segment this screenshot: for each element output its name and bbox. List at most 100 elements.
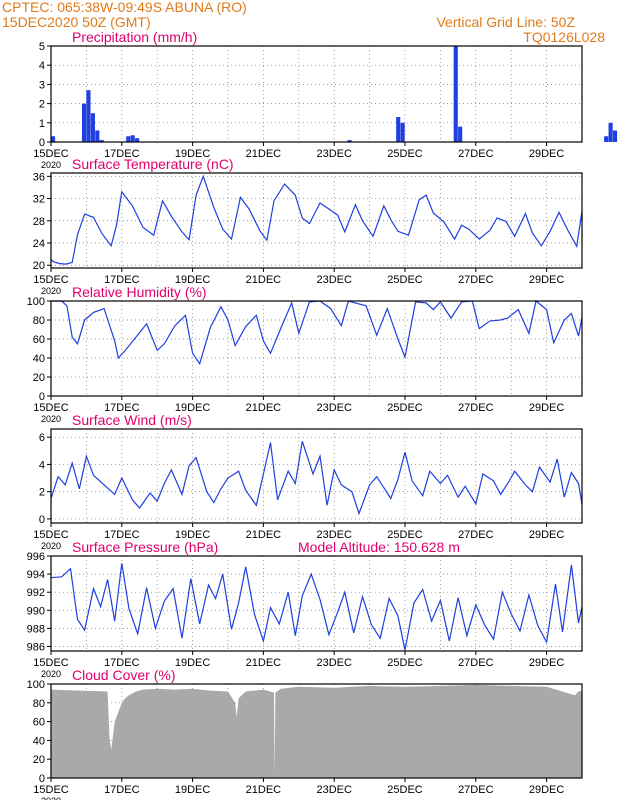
x-tick-label: 19DEC bbox=[175, 148, 211, 160]
year-label: 2020 bbox=[41, 414, 61, 424]
y-tick-label: 28 bbox=[33, 216, 45, 228]
x-tick-label: 21DEC bbox=[246, 402, 282, 414]
precip-bar bbox=[81, 103, 87, 142]
x-tick-label: 17DEC bbox=[104, 784, 140, 796]
y-tick-label: 2 bbox=[39, 487, 45, 499]
y-tick-label: 32 bbox=[33, 194, 45, 206]
x-tick-label: 19DEC bbox=[175, 529, 211, 541]
x-tick-label: 21DEC bbox=[246, 274, 282, 286]
plot-frame bbox=[50, 683, 583, 779]
x-tick-label: 27DEC bbox=[458, 402, 494, 414]
header: CPTEC: 065:38W-09:49S ABUNA (RO) 15DEC20… bbox=[2, 0, 605, 45]
x-tick-label: 25DEC bbox=[387, 402, 423, 414]
plot-frame bbox=[50, 300, 583, 397]
x-tick-label: 23DEC bbox=[316, 784, 352, 796]
panel-title: Surface Pressure (hPa) bbox=[72, 539, 218, 555]
precip-bar bbox=[458, 126, 463, 142]
panel-2: 20 24 28 32 36 15DEC 17DEC 19DEC 21DEC 23DEC 25DEC… bbox=[33, 156, 583, 296]
precip-bar bbox=[95, 130, 100, 142]
x-tick-label: 25DEC bbox=[387, 784, 423, 796]
x-tick-label: 27DEC bbox=[458, 657, 494, 669]
y-tick-label: 5 bbox=[39, 41, 45, 53]
y-tick-label: 24 bbox=[33, 238, 45, 250]
x-tick-label: 17DEC bbox=[104, 148, 140, 160]
series-line bbox=[50, 174, 583, 265]
x-tick-label: 17DEC bbox=[104, 402, 140, 414]
panel-1: 0 1 2 3 4 5 15DEC 17DEC 19DEC 21DEC 23DEC 25DEC 27DE… bbox=[33, 29, 618, 170]
station-line: CPTEC: 065:38W-09:49S ABUNA (RO) bbox=[2, 0, 247, 15]
x-tick-label: 27DEC bbox=[458, 529, 494, 541]
panel-title: Surface Wind (m/s) bbox=[72, 412, 192, 428]
y-tick-label: 986 bbox=[27, 641, 45, 653]
series-line bbox=[50, 441, 583, 516]
precip-bar bbox=[612, 130, 618, 142]
precip-bar bbox=[135, 138, 140, 142]
cloud-area bbox=[51, 684, 582, 778]
x-tick-label: 23DEC bbox=[316, 274, 352, 286]
y-tick-label: 4 bbox=[39, 60, 45, 72]
plot-frame bbox=[50, 45, 583, 143]
x-tick-label: 23DEC bbox=[316, 657, 352, 669]
x-tick-label: 15DEC bbox=[33, 784, 69, 796]
x-tick-label: 19DEC bbox=[175, 657, 211, 669]
x-tick-label: 21DEC bbox=[246, 784, 282, 796]
y-tick-label: 4 bbox=[39, 459, 45, 471]
y-tick-label: 20 bbox=[33, 372, 45, 384]
y-tick-label: 994 bbox=[27, 569, 45, 581]
x-tick-label: 23DEC bbox=[316, 529, 352, 541]
year-label: 2020 bbox=[41, 796, 61, 800]
x-tick-label: 23DEC bbox=[316, 402, 352, 414]
x-tick-label: 17DEC bbox=[104, 274, 140, 286]
x-tick-label: 15DEC bbox=[33, 529, 69, 541]
y-tick-label: 60 bbox=[33, 334, 45, 346]
y-tick-label: 100 bbox=[27, 296, 45, 308]
x-tick-label: 15DEC bbox=[33, 148, 69, 160]
precip-bar bbox=[99, 140, 104, 142]
precip-bar bbox=[126, 136, 131, 142]
year-label: 2020 bbox=[41, 286, 61, 296]
plot-area bbox=[51, 429, 582, 523]
y-tick-label: 80 bbox=[33, 315, 45, 327]
series-line bbox=[51, 299, 583, 366]
y-tick-label: 60 bbox=[33, 717, 45, 729]
panel-6: 0 20 40 60 80 100 15DEC 17DEC 19DEC 21DEC 23DEC 25D… bbox=[27, 667, 583, 800]
panel-4: 0 2 4 6 15DEC 17DEC 19DEC 21DEC 23DEC 25DEC 27DEC 2… bbox=[33, 412, 583, 551]
y-tick-label: 0 bbox=[39, 137, 45, 149]
x-tick-label: 23DEC bbox=[316, 148, 352, 160]
date-line: 15DEC2020 50Z (GMT) bbox=[2, 14, 151, 30]
x-tick-label: 25DEC bbox=[387, 274, 423, 286]
x-tick-label: 15DEC bbox=[33, 657, 69, 669]
y-tick-label: 36 bbox=[33, 171, 45, 183]
y-tick-label: 40 bbox=[33, 353, 45, 365]
precip-bar bbox=[90, 113, 95, 142]
x-tick-label: 25DEC bbox=[387, 657, 423, 669]
x-tick-label: 19DEC bbox=[175, 784, 211, 796]
x-tick-label: 29DEC bbox=[529, 148, 565, 160]
year-label: 2020 bbox=[41, 160, 61, 170]
precip-bar bbox=[347, 140, 352, 142]
y-tick-label: 1 bbox=[39, 118, 45, 130]
x-tick-label: 27DEC bbox=[458, 784, 494, 796]
panel-title: Surface Temperature (nC) bbox=[72, 156, 234, 172]
y-tick-label: 3 bbox=[39, 79, 45, 91]
series-line bbox=[50, 563, 583, 651]
y-tick-label: 996 bbox=[27, 551, 45, 563]
x-tick-label: 21DEC bbox=[246, 148, 282, 160]
x-tick-label: 29DEC bbox=[529, 402, 565, 414]
y-tick-label: 20 bbox=[33, 260, 45, 272]
panel-3: 0 20 40 60 80 100 15DEC 17DEC 19DEC 21DEC 23DEC 25D… bbox=[27, 284, 583, 424]
y-tick-label: 0 bbox=[39, 514, 45, 526]
x-tick-label: 15DEC bbox=[33, 402, 69, 414]
plot-area bbox=[51, 556, 582, 651]
x-tick-label: 19DEC bbox=[175, 274, 211, 286]
precip-bar bbox=[396, 117, 401, 142]
y-tick-label: 2 bbox=[39, 99, 45, 111]
x-tick-label: 27DEC bbox=[458, 148, 494, 160]
x-tick-label: 21DEC bbox=[246, 529, 282, 541]
precip-bar bbox=[453, 46, 458, 142]
vertical-grid-line-label: Vertical Grid Line: 50Z bbox=[436, 14, 575, 30]
panel-subtitle: Model Altitude: 150.628 m bbox=[298, 539, 460, 555]
precip-bar bbox=[604, 136, 609, 142]
y-tick-label: 0 bbox=[39, 773, 45, 785]
x-tick-label: 17DEC bbox=[104, 657, 140, 669]
